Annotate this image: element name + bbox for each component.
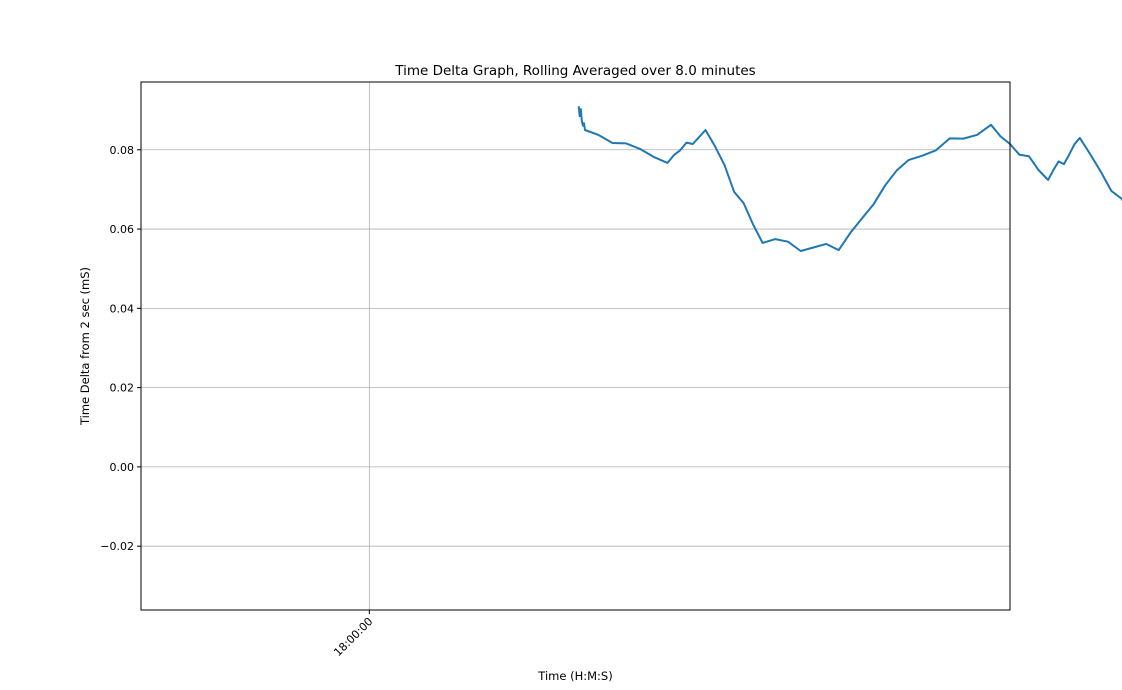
- x-axis: 18:00:0021:00:0000:00:0003:00:0006:00:00…: [331, 610, 375, 659]
- chart-title: Time Delta Graph, Rolling Averaged over …: [394, 63, 755, 79]
- y-tick-label: 0.00: [110, 461, 135, 474]
- y-axis-label: Time Delta from 2 sec (mS): [78, 267, 92, 426]
- series-layer: [577, 106, 1122, 252]
- y-tick-label: 0.06: [110, 223, 135, 236]
- y-tick-label: 0.08: [110, 144, 135, 157]
- grid-lines: [141, 82, 1010, 610]
- y-tick-label: 0.04: [110, 302, 135, 315]
- time-delta-series-line: [577, 106, 1122, 252]
- y-tick-label: 0.02: [110, 382, 135, 395]
- x-axis-label: Time (H:M:S): [537, 669, 612, 683]
- y-axis: 0.08 0.06 0.04 0.02 0.00 −0.02: [100, 144, 141, 553]
- plot-frame: [140, 81, 1011, 611]
- y-tick-label: −0.02: [100, 540, 134, 553]
- x-tick-label: 18:00:00: [331, 615, 375, 659]
